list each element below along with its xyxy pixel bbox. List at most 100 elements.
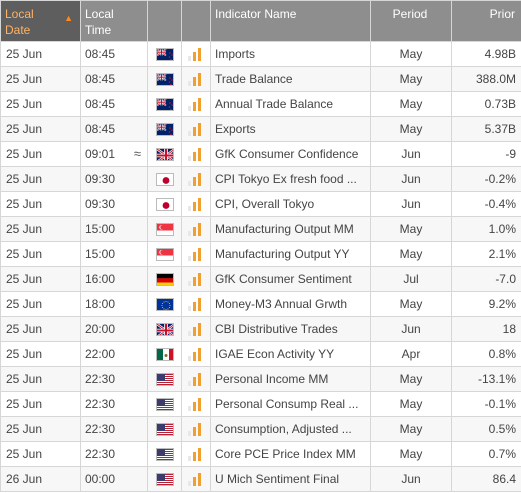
indicator-name-link[interactable]: Annual Trade Balance xyxy=(215,97,334,111)
date-cell: 25 Jun xyxy=(0,216,81,242)
indicator-name-cell[interactable]: GfK Consumer Sentiment xyxy=(210,266,371,292)
table-row[interactable]: 25 Jun 20:00 CBI Distributive Trades Jun… xyxy=(0,316,521,342)
table-row[interactable]: 25 Jun 16:00 GfK Consumer Sentiment Jul … xyxy=(0,266,521,292)
time-text: 00:00 xyxy=(85,472,116,486)
indicator-name-cell[interactable]: Money-M3 Annual Grwth xyxy=(210,291,371,317)
table-row[interactable]: 25 Jun 22:30 Core PCE Price Index MM May… xyxy=(0,441,521,467)
indicator-name-link[interactable]: Manufacturing Output MM xyxy=(215,222,354,236)
date-text: 25 Jun xyxy=(6,222,43,236)
indicator-name-cell[interactable]: Personal Income MM xyxy=(210,366,371,392)
country-cell xyxy=(147,216,182,242)
table-row[interactable]: 25 Jun 22:00 IGAE Econ Activity YY Apr 0… xyxy=(0,341,521,367)
indicator-name-cell[interactable]: CPI Tokyo Ex fresh food ... xyxy=(210,166,371,192)
period-text: Jun xyxy=(401,472,421,486)
indicator-name-link[interactable]: Trade Balance xyxy=(215,72,293,86)
indicator-name-cell[interactable]: Trade Balance xyxy=(210,66,371,92)
time-cell: 09:30 xyxy=(80,166,148,192)
date-text: 25 Jun xyxy=(6,247,43,261)
indicator-name-cell[interactable]: Consumption, Adjusted ... xyxy=(210,416,371,442)
column-header-indicator-name[interactable]: Indicator Name xyxy=(210,0,371,42)
country-cell xyxy=(147,316,182,342)
date-text: 25 Jun xyxy=(6,122,43,136)
table-row[interactable]: 25 Jun 08:45 Imports May 4.98B xyxy=(0,41,521,67)
country-cell xyxy=(147,291,182,317)
indicator-name-cell[interactable]: Annual Trade Balance xyxy=(210,91,371,117)
indicator-name-cell[interactable]: U Mich Sentiment Final xyxy=(210,466,371,492)
date-text: 25 Jun xyxy=(6,447,43,461)
table-row[interactable]: 25 Jun 09:01 ≈ GfK Consumer Confidence Ju… xyxy=(0,141,521,167)
prior-cell: -13.1% xyxy=(451,366,521,392)
indicator-name-link[interactable]: Personal Consump Real ... xyxy=(215,397,359,411)
indicator-name-cell[interactable]: CPI, Overall Tokyo xyxy=(210,191,371,217)
indicator-name-link[interactable]: CBI Distributive Trades xyxy=(215,322,338,336)
table-row[interactable]: 26 Jun 00:00 U Mich Sentiment Final Jun … xyxy=(0,466,521,492)
indicator-name-link[interactable]: Money-M3 Annual Grwth xyxy=(215,297,348,311)
indicator-name-cell[interactable]: Core PCE Price Index MM xyxy=(210,441,371,467)
importance-cell xyxy=(181,391,211,417)
indicator-name-link[interactable]: Manufacturing Output YY xyxy=(215,247,350,261)
table-row[interactable]: 25 Jun 22:30 Personal Consump Real ... M… xyxy=(0,391,521,417)
importance-bars-icon xyxy=(188,322,201,337)
table-row[interactable]: 25 Jun 09:30 CPI, Overall Tokyo Jun -0.4… xyxy=(0,191,521,217)
indicator-name-cell[interactable]: Exports xyxy=(210,116,371,142)
indicator-name-link[interactable]: GfK Consumer Sentiment xyxy=(215,272,352,286)
table-row[interactable]: 25 Jun 18:00 Money-M3 Annual Grwth May 9… xyxy=(0,291,521,317)
prior-cell: 4.98B xyxy=(451,41,521,67)
date-text: 26 Jun xyxy=(6,472,43,486)
indicator-name-link[interactable]: IGAE Econ Activity YY xyxy=(215,347,335,361)
indicator-name-cell[interactable]: Imports xyxy=(210,41,371,67)
nz-flag-icon xyxy=(155,48,174,62)
indicator-name-cell[interactable]: Manufacturing Output YY xyxy=(210,241,371,267)
table-row[interactable]: 25 Jun 09:30 CPI Tokyo Ex fresh food ...… xyxy=(0,166,521,192)
prior-cell: 0.5% xyxy=(451,416,521,442)
header-row: Local Date ▲ Local Time Indicator Name P… xyxy=(0,0,521,42)
indicator-name-link[interactable]: Consumption, Adjusted ... xyxy=(215,422,352,436)
time-cell: 22:30 xyxy=(80,441,148,467)
indicator-name-cell[interactable]: Manufacturing Output MM xyxy=(210,216,371,242)
time-text: 08:45 xyxy=(85,72,116,86)
indicator-name-cell[interactable]: IGAE Econ Activity YY xyxy=(210,341,371,367)
period-cell: Jun xyxy=(370,166,452,192)
indicator-name-link[interactable]: GfK Consumer Confidence xyxy=(215,147,359,161)
time-text: 15:00 xyxy=(85,247,116,261)
date-cell: 26 Jun xyxy=(0,466,81,492)
period-text: May xyxy=(399,297,423,311)
importance-bars-icon xyxy=(188,422,201,437)
indicator-name-link[interactable]: Personal Income MM xyxy=(215,372,329,386)
date-text: 25 Jun xyxy=(6,197,43,211)
indicator-name-link[interactable]: U Mich Sentiment Final xyxy=(215,472,340,486)
sort-ascending-icon[interactable]: ▲ xyxy=(64,13,73,23)
period-cell: Apr xyxy=(370,341,452,367)
prior-value: 5.37B xyxy=(484,122,516,136)
indicator-name-link[interactable]: Core PCE Price Index MM xyxy=(215,447,356,461)
date-text: 25 Jun xyxy=(6,297,43,311)
local-time-label: Local Time xyxy=(85,7,114,37)
period-cell: Jun xyxy=(370,191,452,217)
indicator-name-cell[interactable]: CBI Distributive Trades xyxy=(210,316,371,342)
indicator-name-cell[interactable]: Personal Consump Real ... xyxy=(210,391,371,417)
column-header-local-time[interactable]: Local Time xyxy=(80,0,148,42)
importance-bars-icon xyxy=(188,97,201,112)
importance-bars-icon xyxy=(188,397,201,412)
table-row[interactable]: 25 Jun 08:45 Trade Balance May 388.0M xyxy=(0,66,521,92)
table-row[interactable]: 25 Jun 15:00 Manufacturing Output MM May… xyxy=(0,216,521,242)
prior-cell: 0.7% xyxy=(451,441,521,467)
indicator-name-link[interactable]: Imports xyxy=(215,47,256,61)
table-row[interactable]: 25 Jun 22:30 Personal Income MM May -13.… xyxy=(0,366,521,392)
prior-value: 0.5% xyxy=(488,422,516,436)
column-header-prior[interactable]: Prior xyxy=(451,0,521,42)
indicator-name-link[interactable]: CPI Tokyo Ex fresh food ... xyxy=(215,172,357,186)
column-header-local-date[interactable]: Local Date ▲ xyxy=(0,0,81,42)
table-row[interactable]: 25 Jun 15:00 Manufacturing Output YY May… xyxy=(0,241,521,267)
prior-cell: -9 xyxy=(451,141,521,167)
period-cell: May xyxy=(370,291,452,317)
indicator-name-link[interactable]: Exports xyxy=(215,122,256,136)
country-cell xyxy=(147,341,182,367)
table-row[interactable]: 25 Jun 08:45 Annual Trade Balance May 0.… xyxy=(0,91,521,117)
table-row[interactable]: 25 Jun 08:45 Exports May 5.37B xyxy=(0,116,521,142)
indicator-name-cell[interactable]: GfK Consumer Confidence xyxy=(210,141,371,167)
indicator-name-link[interactable]: CPI, Overall Tokyo xyxy=(215,197,315,211)
column-header-period[interactable]: Period xyxy=(370,0,452,42)
country-cell xyxy=(147,166,182,192)
table-row[interactable]: 25 Jun 22:30 Consumption, Adjusted ... M… xyxy=(0,416,521,442)
